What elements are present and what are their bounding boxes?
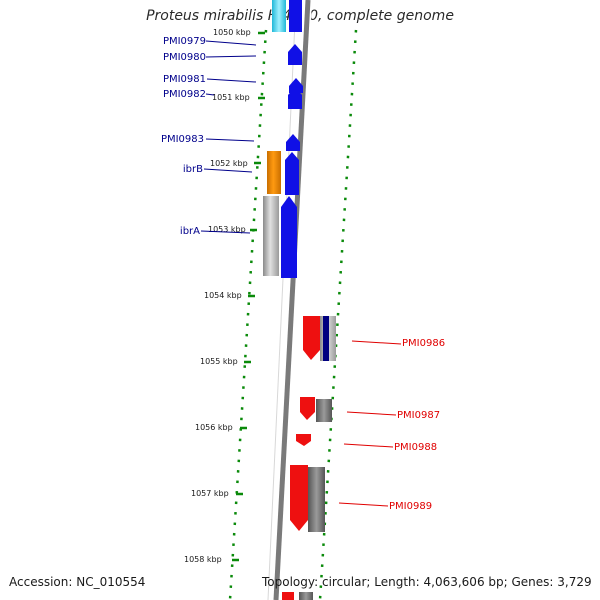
reverse-genes (290, 316, 320, 531)
tick-label-1058: 1058 kbp (184, 555, 222, 564)
major-ticks (232, 31, 265, 562)
gene-label-pmi0979[interactable]: PMI0979 (163, 36, 206, 47)
gene-arrow-pmi0983 (286, 134, 300, 151)
gene-label-ibrb[interactable]: ibrB (183, 164, 203, 175)
gene-arrow-pmi0987 (300, 397, 315, 420)
tick-label-1055: 1055 kbp (200, 357, 238, 366)
accession-text: Accession: NC_010554 (9, 575, 146, 589)
gene-block-gray (263, 196, 279, 276)
tick-label-1050: 1050 kbp (213, 28, 251, 37)
gene-block-cyan (272, 0, 286, 32)
gene-label-pmi0983[interactable]: PMI0983 (161, 134, 204, 145)
gene-label-pmi0988[interactable]: PMI0988 (394, 442, 437, 453)
tick-label-1053: 1053 kbp (208, 225, 246, 234)
tick-label-1054: 1054 kbp (204, 291, 242, 300)
tick-track-right (318, 29, 358, 600)
tick-label-1057: 1057 kbp (191, 489, 229, 498)
tick-label-1056: 1056 kbp (195, 423, 233, 432)
gene-block-darkgray-1 (316, 399, 332, 422)
gene-label-ibra[interactable]: ibrA (180, 226, 200, 237)
genome-stats-text: Topology: circular; Length: 4,063,606 bp… (262, 575, 592, 589)
tick-label-1052: 1052 kbp (210, 159, 248, 168)
gene-arrow-pmi0981 (289, 78, 303, 93)
gene-arrow-pmi0980 (288, 44, 302, 65)
left-leader-lines (200, 40, 257, 234)
gene-arrow-pmi0982 (288, 87, 302, 109)
gene-label-pmi0989[interactable]: PMI0989 (389, 501, 432, 512)
gene-label-pmi0986[interactable]: PMI0986 (402, 338, 445, 349)
gene-arrow-pmi0988 (296, 434, 311, 446)
gene-arrow-pmi0986 (303, 316, 320, 360)
gene-label-pmi0982[interactable]: PMI0982 (163, 89, 206, 100)
gene-label-pmi0980[interactable]: PMI0980 (163, 52, 206, 63)
gene-stub-gray-bottom (299, 592, 313, 600)
gene-arrow-pmi0989 (290, 465, 308, 531)
tick-track-left (228, 29, 268, 600)
gene-block-navy (323, 316, 329, 361)
gene-block-orange (267, 151, 281, 194)
forward-genes (281, 0, 303, 278)
gene-top-blue (289, 0, 302, 32)
backbone-line (273, 0, 311, 600)
right-leader-lines (338, 340, 402, 507)
gene-label-pmi0987[interactable]: PMI0987 (397, 410, 440, 421)
gene-stub-red-bottom (282, 592, 294, 600)
gene-label-pmi0981[interactable]: PMI0981 (163, 74, 206, 85)
gene-block-darkgray-2 (308, 467, 325, 532)
tick-label-1051: 1051 kbp (212, 93, 250, 102)
gene-arrow-ibrb (285, 152, 299, 195)
gene-arrow-ibra (281, 196, 297, 278)
